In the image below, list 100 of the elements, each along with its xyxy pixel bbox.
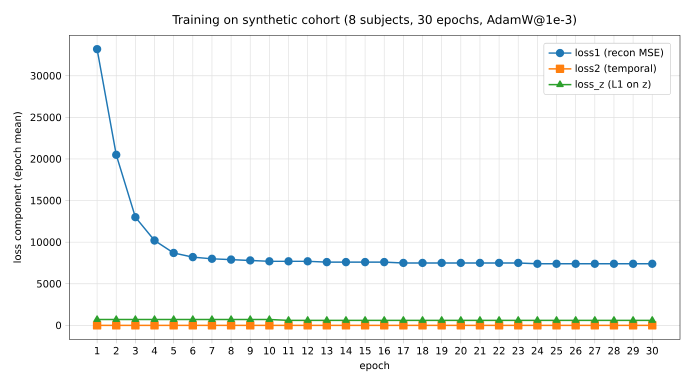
y-tick-label: 0 xyxy=(56,322,62,330)
point xyxy=(284,257,293,266)
x-tick-label: 30 xyxy=(646,346,658,354)
point xyxy=(169,248,178,258)
chart-title: Training on synthetic cohort (8 subjects, 30 epochs, AdamW@1e-3) xyxy=(172,14,576,26)
point xyxy=(208,321,216,330)
x-tick-label: 10 xyxy=(264,346,276,354)
point xyxy=(591,316,599,323)
point xyxy=(418,258,427,268)
x-tick-label: 8 xyxy=(228,346,234,354)
point xyxy=(400,316,408,323)
point xyxy=(495,316,503,323)
point xyxy=(418,316,426,323)
point xyxy=(380,258,388,266)
point xyxy=(648,260,656,268)
x-tick-label: 26 xyxy=(570,346,582,354)
point xyxy=(304,316,312,323)
point xyxy=(628,260,638,268)
y-tick-label: 15000 xyxy=(31,196,62,204)
point xyxy=(571,260,580,268)
point xyxy=(188,321,198,330)
x-tick-label: 1 xyxy=(95,346,100,354)
y-axis-title: loss component (epoch mean) xyxy=(13,112,23,262)
x-tick-label: 27 xyxy=(589,346,600,354)
y-tick-label: 10000 xyxy=(31,238,62,246)
x-tick-label: 7 xyxy=(210,346,214,354)
x-tick-label: 2 xyxy=(114,346,118,354)
point xyxy=(246,256,254,265)
legend-label: loss_z (L1 on z) xyxy=(576,80,650,90)
point xyxy=(189,315,197,322)
point xyxy=(132,315,140,322)
point xyxy=(533,260,542,268)
point xyxy=(457,316,465,323)
x-tick-label: 18 xyxy=(417,346,428,354)
x-tick-label: 14 xyxy=(340,346,352,354)
point xyxy=(265,321,274,330)
point xyxy=(246,321,254,330)
point xyxy=(456,258,466,268)
point xyxy=(610,260,618,268)
point xyxy=(514,258,522,268)
point xyxy=(322,258,332,266)
point xyxy=(323,316,331,323)
y-tick-label: 25000 xyxy=(30,114,62,122)
point xyxy=(208,254,216,263)
point xyxy=(112,321,120,330)
legend-label: loss2 (temporal) xyxy=(576,64,656,74)
x-tick-label: 23 xyxy=(512,346,524,354)
point xyxy=(150,315,158,322)
point xyxy=(131,321,140,330)
point xyxy=(552,316,560,323)
point xyxy=(342,258,350,266)
x-tick-label: 12 xyxy=(302,346,314,354)
point xyxy=(494,258,504,268)
point xyxy=(514,316,522,323)
x-axis-title: epoch xyxy=(360,361,390,372)
point xyxy=(226,321,236,330)
point xyxy=(476,258,484,268)
point xyxy=(170,315,178,322)
x-tick-label: 20 xyxy=(455,346,466,354)
x-tick-label: 28 xyxy=(608,346,620,354)
point xyxy=(93,315,101,322)
point xyxy=(284,316,292,323)
point xyxy=(648,316,656,323)
point xyxy=(92,44,102,54)
x-tick-label: 17 xyxy=(398,346,409,354)
x-tick-label: 13 xyxy=(322,346,332,354)
point xyxy=(380,316,388,323)
point xyxy=(476,316,484,323)
x-tick-label: 25 xyxy=(550,346,562,354)
point xyxy=(265,257,274,266)
point xyxy=(342,316,350,323)
point xyxy=(169,321,178,330)
point xyxy=(610,316,618,323)
point xyxy=(208,315,216,322)
x-tick-label: 9 xyxy=(248,346,253,354)
x-tick-label: 11 xyxy=(283,346,294,354)
x-tick-label: 15 xyxy=(360,346,371,354)
x-tick-label: 21 xyxy=(474,346,486,354)
point xyxy=(131,213,140,222)
point xyxy=(188,252,198,262)
legend-label: loss1 (recon MSE) xyxy=(576,48,664,58)
point xyxy=(552,260,561,268)
x-tick-label: 19 xyxy=(436,346,448,354)
x-tick-label: 24 xyxy=(532,346,544,354)
point xyxy=(438,316,446,323)
x-tick-label: 16 xyxy=(378,346,390,354)
point xyxy=(361,316,369,323)
point xyxy=(360,258,370,266)
point xyxy=(399,258,408,268)
point xyxy=(112,150,120,159)
y-tick-label: 20000 xyxy=(30,155,62,163)
point xyxy=(92,321,102,330)
x-tick-label: 22 xyxy=(493,346,504,354)
y-tick-label: 30000 xyxy=(30,72,62,80)
point xyxy=(227,315,235,322)
x-tick-label: 4 xyxy=(152,346,158,354)
point xyxy=(112,315,120,322)
point xyxy=(266,315,274,322)
point xyxy=(437,258,446,268)
point xyxy=(150,236,159,245)
